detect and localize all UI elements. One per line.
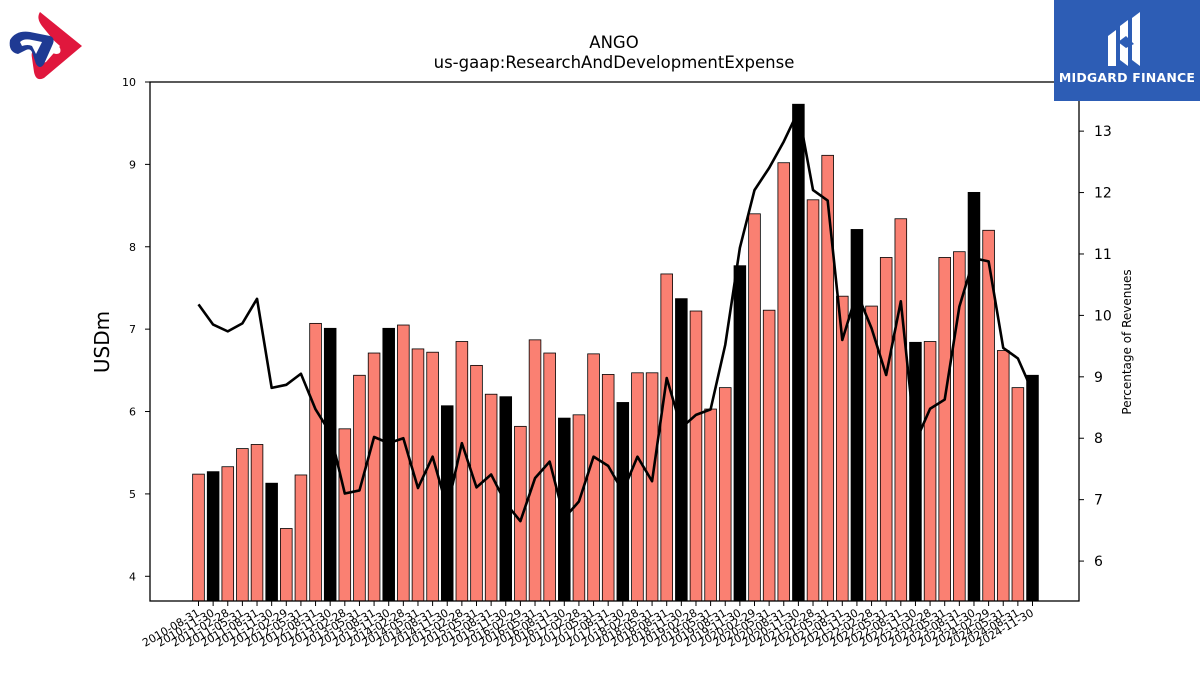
bar-2019-02-28 — [689, 310, 703, 602]
bar-2019-05-31 — [704, 408, 717, 602]
bar-2010-08-31 — [192, 473, 205, 602]
y2-tick-label: 7 — [1094, 493, 1103, 509]
bar-2018-11-30 — [675, 298, 688, 602]
y-axis-label: USDm — [90, 311, 114, 373]
bar-2010-11-30 — [206, 471, 220, 602]
y-axis-right: 6 7 8 9 10 11 12 13 — [1079, 124, 1112, 570]
line-series — [197, 109, 1034, 523]
bar-2020-08-31 — [777, 162, 791, 602]
y-axis-left: 4 5 6 7 8 9 10 — [122, 76, 150, 583]
chart-subtitle: us-gaap:ResearchAndDevelopmentExpense — [434, 53, 795, 72]
bar-2024-08-31 — [1011, 387, 1025, 602]
bar-2022-08-31 — [894, 218, 908, 602]
x-axis: 2010-08-312010-11-302011-02-282011-05-31… — [140, 601, 1036, 650]
y-tick-label: 6 — [129, 406, 136, 419]
plot-frame — [149, 81, 1080, 602]
bar-2016-05-31 — [528, 339, 542, 602]
bar-2023-02-28 — [923, 341, 937, 602]
bar-2024-11-30 — [1026, 374, 1039, 602]
bar-2021-02-28 — [806, 199, 820, 602]
bar-2014-08-31 — [426, 351, 439, 602]
bar-2019-11-30 — [733, 265, 747, 602]
bar-2011-05-31 — [236, 448, 249, 602]
bar-2011-08-31 — [250, 444, 264, 602]
bar-2020-05-31 — [762, 309, 776, 602]
bar-2015-08-31 — [484, 393, 498, 602]
bar-series — [192, 103, 1039, 602]
bar-2021-05-31 — [821, 154, 834, 602]
y-tick-label: 7 — [129, 323, 136, 336]
brand-name: MIDGARD FINANCE — [1058, 70, 1196, 85]
bar-2012-05-31 — [294, 474, 308, 602]
bar-2022-11-30 — [909, 341, 922, 602]
y2-tick-label: 10 — [1094, 308, 1112, 324]
bar-2023-05-31 — [938, 257, 951, 602]
bar-2020-02-29 — [748, 213, 761, 602]
bar-2012-08-31 — [309, 322, 322, 602]
y2-tick-label: 6 — [1094, 554, 1103, 570]
bar-2020-11-30 — [792, 103, 805, 602]
bar-2024-05-31 — [996, 350, 1010, 602]
bar-2017-05-31 — [587, 353, 600, 602]
y-tick-label: 8 — [129, 241, 136, 254]
bar-2016-11-30 — [558, 417, 571, 602]
y-tick-label: 10 — [122, 76, 136, 89]
midgard-logo-icon — [1108, 12, 1140, 66]
bar-2019-08-31 — [718, 387, 732, 602]
y2-tick-label: 12 — [1094, 186, 1112, 202]
bar-2023-11-30 — [967, 191, 981, 602]
y2-axis-label: Percentage of Revenues — [1120, 269, 1134, 414]
bar-2011-11-30 — [265, 482, 278, 602]
brand-box: MIDGARD FINANCE — [1054, 0, 1200, 101]
y2-tick-label: 13 — [1094, 124, 1112, 140]
bar-2013-08-31 — [367, 352, 381, 602]
bar-2018-08-31 — [660, 273, 673, 602]
y2-tick-label: 8 — [1094, 431, 1103, 447]
bar-2016-02-29 — [514, 425, 527, 602]
bar-2012-02-29 — [280, 528, 293, 602]
revenue-percentage-line — [197, 109, 1034, 523]
bar-2022-05-31 — [879, 257, 893, 602]
y-tick-label: 4 — [129, 570, 136, 583]
bar-2015-11-30 — [499, 396, 513, 602]
company-logo-icon — [6, 8, 86, 82]
chart-title: ANGO — [589, 33, 638, 52]
bar-2012-11-30 — [323, 327, 337, 602]
bar-2017-11-30 — [616, 402, 630, 602]
bar-2017-08-31 — [601, 374, 615, 602]
y-tick-label: 5 — [129, 488, 136, 501]
bar-2021-11-30 — [850, 229, 864, 602]
y-tick-label: 9 — [129, 158, 136, 171]
bar-2015-02-28 — [455, 341, 469, 602]
bar-2013-11-30 — [382, 327, 395, 602]
bar-2011-02-28 — [221, 466, 235, 602]
bar-2014-02-28 — [397, 324, 410, 602]
bar-2021-08-31 — [836, 295, 849, 602]
y2-tick-label: 11 — [1094, 247, 1112, 263]
y2-tick-label: 9 — [1094, 370, 1103, 386]
bar-2018-02-28 — [631, 372, 644, 602]
bar-2013-02-28 — [338, 428, 352, 602]
bar-2022-02-28 — [865, 305, 878, 602]
bar-2018-05-31 — [645, 372, 659, 602]
